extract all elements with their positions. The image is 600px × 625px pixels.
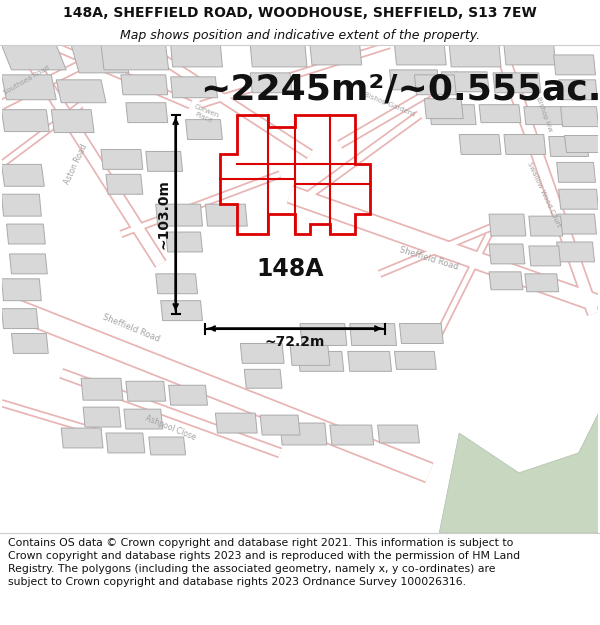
Text: ~72.2m: ~72.2m [265, 336, 325, 349]
Polygon shape [71, 45, 129, 73]
Polygon shape [395, 351, 436, 369]
Polygon shape [389, 70, 439, 90]
Polygon shape [529, 246, 560, 266]
Text: Map shows position and indicative extent of the property.: Map shows position and indicative extent… [120, 29, 480, 42]
Text: 148A: 148A [256, 257, 324, 281]
Polygon shape [560, 107, 598, 127]
Polygon shape [2, 75, 56, 100]
Polygon shape [377, 425, 419, 443]
Polygon shape [504, 45, 556, 65]
Polygon shape [126, 102, 167, 122]
Polygon shape [250, 45, 307, 67]
Polygon shape [170, 45, 223, 67]
Polygon shape [101, 149, 143, 169]
Text: Sheffield Road: Sheffield Road [399, 246, 460, 272]
Polygon shape [489, 214, 526, 236]
Polygon shape [557, 242, 595, 262]
Polygon shape [101, 45, 169, 70]
Polygon shape [166, 232, 203, 252]
Polygon shape [280, 423, 327, 445]
Polygon shape [430, 105, 476, 124]
Text: Contains OS data © Crown copyright and database right 2021. This information is : Contains OS data © Crown copyright and d… [8, 538, 520, 587]
Polygon shape [350, 324, 397, 346]
Polygon shape [563, 134, 598, 152]
Polygon shape [489, 272, 523, 290]
Text: Bishop Gardens: Bishop Gardens [363, 92, 416, 118]
Polygon shape [310, 45, 362, 65]
Polygon shape [170, 77, 217, 98]
Polygon shape [415, 75, 456, 95]
Polygon shape [244, 369, 282, 388]
Text: Swallow Wood Court: Swallow Wood Court [526, 161, 562, 228]
Polygon shape [121, 75, 167, 95]
Polygon shape [439, 413, 598, 532]
Polygon shape [146, 151, 182, 171]
Text: Aston Road: Aston Road [63, 142, 89, 186]
Polygon shape [525, 274, 559, 292]
Polygon shape [529, 216, 563, 236]
Polygon shape [493, 73, 541, 92]
Polygon shape [10, 254, 47, 274]
Polygon shape [298, 351, 344, 371]
Polygon shape [215, 413, 257, 433]
Text: Southsea Road: Southsea Road [2, 64, 50, 96]
Polygon shape [7, 224, 46, 244]
Polygon shape [2, 194, 41, 216]
Polygon shape [479, 105, 521, 122]
Polygon shape [290, 346, 330, 366]
Polygon shape [504, 134, 546, 154]
Polygon shape [554, 55, 595, 75]
Polygon shape [2, 45, 66, 70]
Polygon shape [83, 407, 121, 427]
Polygon shape [51, 109, 94, 132]
Polygon shape [330, 425, 374, 445]
Polygon shape [124, 409, 163, 429]
Polygon shape [559, 80, 598, 100]
Polygon shape [559, 189, 598, 209]
Polygon shape [557, 162, 595, 182]
Polygon shape [11, 334, 48, 353]
Text: ~2245m²/~0.555ac.: ~2245m²/~0.555ac. [200, 72, 600, 107]
Polygon shape [185, 119, 223, 139]
Text: 148A, SHEFFIELD ROAD, WOODHOUSE, SHEFFIELD, S13 7EW: 148A, SHEFFIELD ROAD, WOODHOUSE, SHEFFIE… [63, 6, 537, 19]
Polygon shape [549, 136, 589, 156]
Polygon shape [2, 309, 38, 329]
Polygon shape [524, 107, 566, 124]
Text: Ashpool Close: Ashpool Close [144, 414, 197, 442]
Polygon shape [441, 72, 489, 92]
Polygon shape [459, 134, 501, 154]
Polygon shape [400, 324, 443, 344]
Polygon shape [557, 214, 596, 234]
Polygon shape [2, 279, 41, 301]
Polygon shape [161, 301, 203, 321]
Polygon shape [156, 274, 197, 294]
Polygon shape [489, 244, 525, 264]
Text: ~103.0m: ~103.0m [157, 179, 170, 249]
Polygon shape [241, 344, 284, 363]
Polygon shape [424, 99, 463, 119]
Text: Sheffield Road: Sheffield Road [101, 313, 161, 344]
Polygon shape [395, 45, 446, 65]
Polygon shape [260, 415, 300, 435]
Polygon shape [348, 351, 392, 371]
Polygon shape [169, 385, 208, 405]
Text: Bishop Hw: Bishop Hw [535, 96, 553, 133]
Polygon shape [156, 204, 203, 226]
Polygon shape [81, 378, 123, 400]
Polygon shape [149, 437, 185, 455]
Polygon shape [106, 174, 143, 194]
Polygon shape [300, 324, 347, 346]
Polygon shape [56, 80, 106, 102]
Polygon shape [250, 73, 292, 92]
Polygon shape [2, 109, 49, 131]
Polygon shape [449, 45, 501, 67]
Polygon shape [61, 428, 103, 448]
Polygon shape [2, 164, 44, 186]
Polygon shape [126, 381, 166, 401]
Polygon shape [106, 433, 145, 453]
Polygon shape [205, 204, 247, 226]
Text: Corwen
Place: Corwen Place [191, 104, 220, 126]
